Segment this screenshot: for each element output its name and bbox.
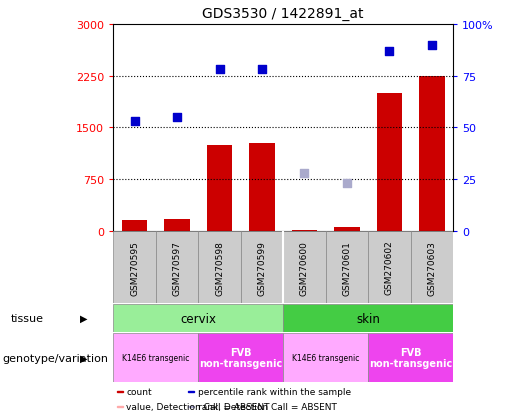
Text: GSM270602: GSM270602 bbox=[385, 240, 394, 295]
Text: K14E6 transgenic: K14E6 transgenic bbox=[122, 353, 190, 362]
Bar bbox=[198, 231, 241, 304]
Point bbox=[215, 67, 224, 74]
Bar bbox=[283, 231, 325, 304]
Bar bbox=[113, 304, 283, 332]
Text: ▶: ▶ bbox=[80, 353, 88, 363]
Point bbox=[385, 48, 393, 55]
Text: count: count bbox=[126, 387, 152, 396]
Bar bbox=[113, 231, 156, 304]
Bar bbox=[241, 231, 283, 304]
Point bbox=[173, 114, 181, 121]
Bar bbox=[117, 391, 123, 392]
Bar bbox=[249, 143, 275, 231]
Bar bbox=[188, 391, 194, 392]
Text: cervix: cervix bbox=[180, 312, 216, 325]
Text: value, Detection Call = ABSENT: value, Detection Call = ABSENT bbox=[126, 402, 270, 411]
Text: GSM270600: GSM270600 bbox=[300, 240, 309, 295]
Point bbox=[428, 42, 436, 49]
Bar bbox=[368, 231, 410, 304]
Text: tissue: tissue bbox=[10, 313, 43, 323]
Text: GSM270601: GSM270601 bbox=[342, 240, 351, 295]
Text: ▶: ▶ bbox=[80, 313, 88, 323]
Title: GDS3530 / 1422891_at: GDS3530 / 1422891_at bbox=[202, 7, 364, 21]
Point bbox=[130, 119, 139, 125]
Bar bbox=[283, 304, 453, 332]
Bar bbox=[156, 231, 198, 304]
Text: GSM270595: GSM270595 bbox=[130, 240, 139, 295]
Point bbox=[300, 170, 308, 177]
Bar bbox=[122, 221, 147, 231]
Bar bbox=[419, 76, 444, 231]
Text: GSM270599: GSM270599 bbox=[258, 240, 266, 295]
Bar bbox=[117, 406, 123, 407]
Bar bbox=[291, 230, 317, 231]
Bar bbox=[207, 145, 232, 231]
Bar bbox=[376, 94, 402, 231]
Text: GSM270598: GSM270598 bbox=[215, 240, 224, 295]
Text: percentile rank within the sample: percentile rank within the sample bbox=[198, 387, 351, 396]
Bar bbox=[164, 219, 190, 231]
Text: GSM270603: GSM270603 bbox=[427, 240, 436, 295]
Bar bbox=[325, 231, 368, 304]
Bar bbox=[198, 333, 283, 382]
Point bbox=[258, 67, 266, 74]
Text: genotype/variation: genotype/variation bbox=[3, 353, 109, 363]
Bar bbox=[334, 228, 359, 231]
Bar bbox=[410, 231, 453, 304]
Text: skin: skin bbox=[356, 312, 380, 325]
Bar bbox=[283, 333, 368, 382]
Bar bbox=[188, 406, 194, 407]
Text: FVB
non-transgenic: FVB non-transgenic bbox=[369, 347, 452, 368]
Bar bbox=[113, 333, 198, 382]
Text: FVB
non-transgenic: FVB non-transgenic bbox=[199, 347, 282, 368]
Text: K14E6 transgenic: K14E6 transgenic bbox=[292, 353, 359, 362]
Point bbox=[343, 180, 351, 187]
Text: rank, Detection Call = ABSENT: rank, Detection Call = ABSENT bbox=[198, 402, 336, 411]
Text: GSM270597: GSM270597 bbox=[173, 240, 181, 295]
Bar bbox=[368, 333, 453, 382]
